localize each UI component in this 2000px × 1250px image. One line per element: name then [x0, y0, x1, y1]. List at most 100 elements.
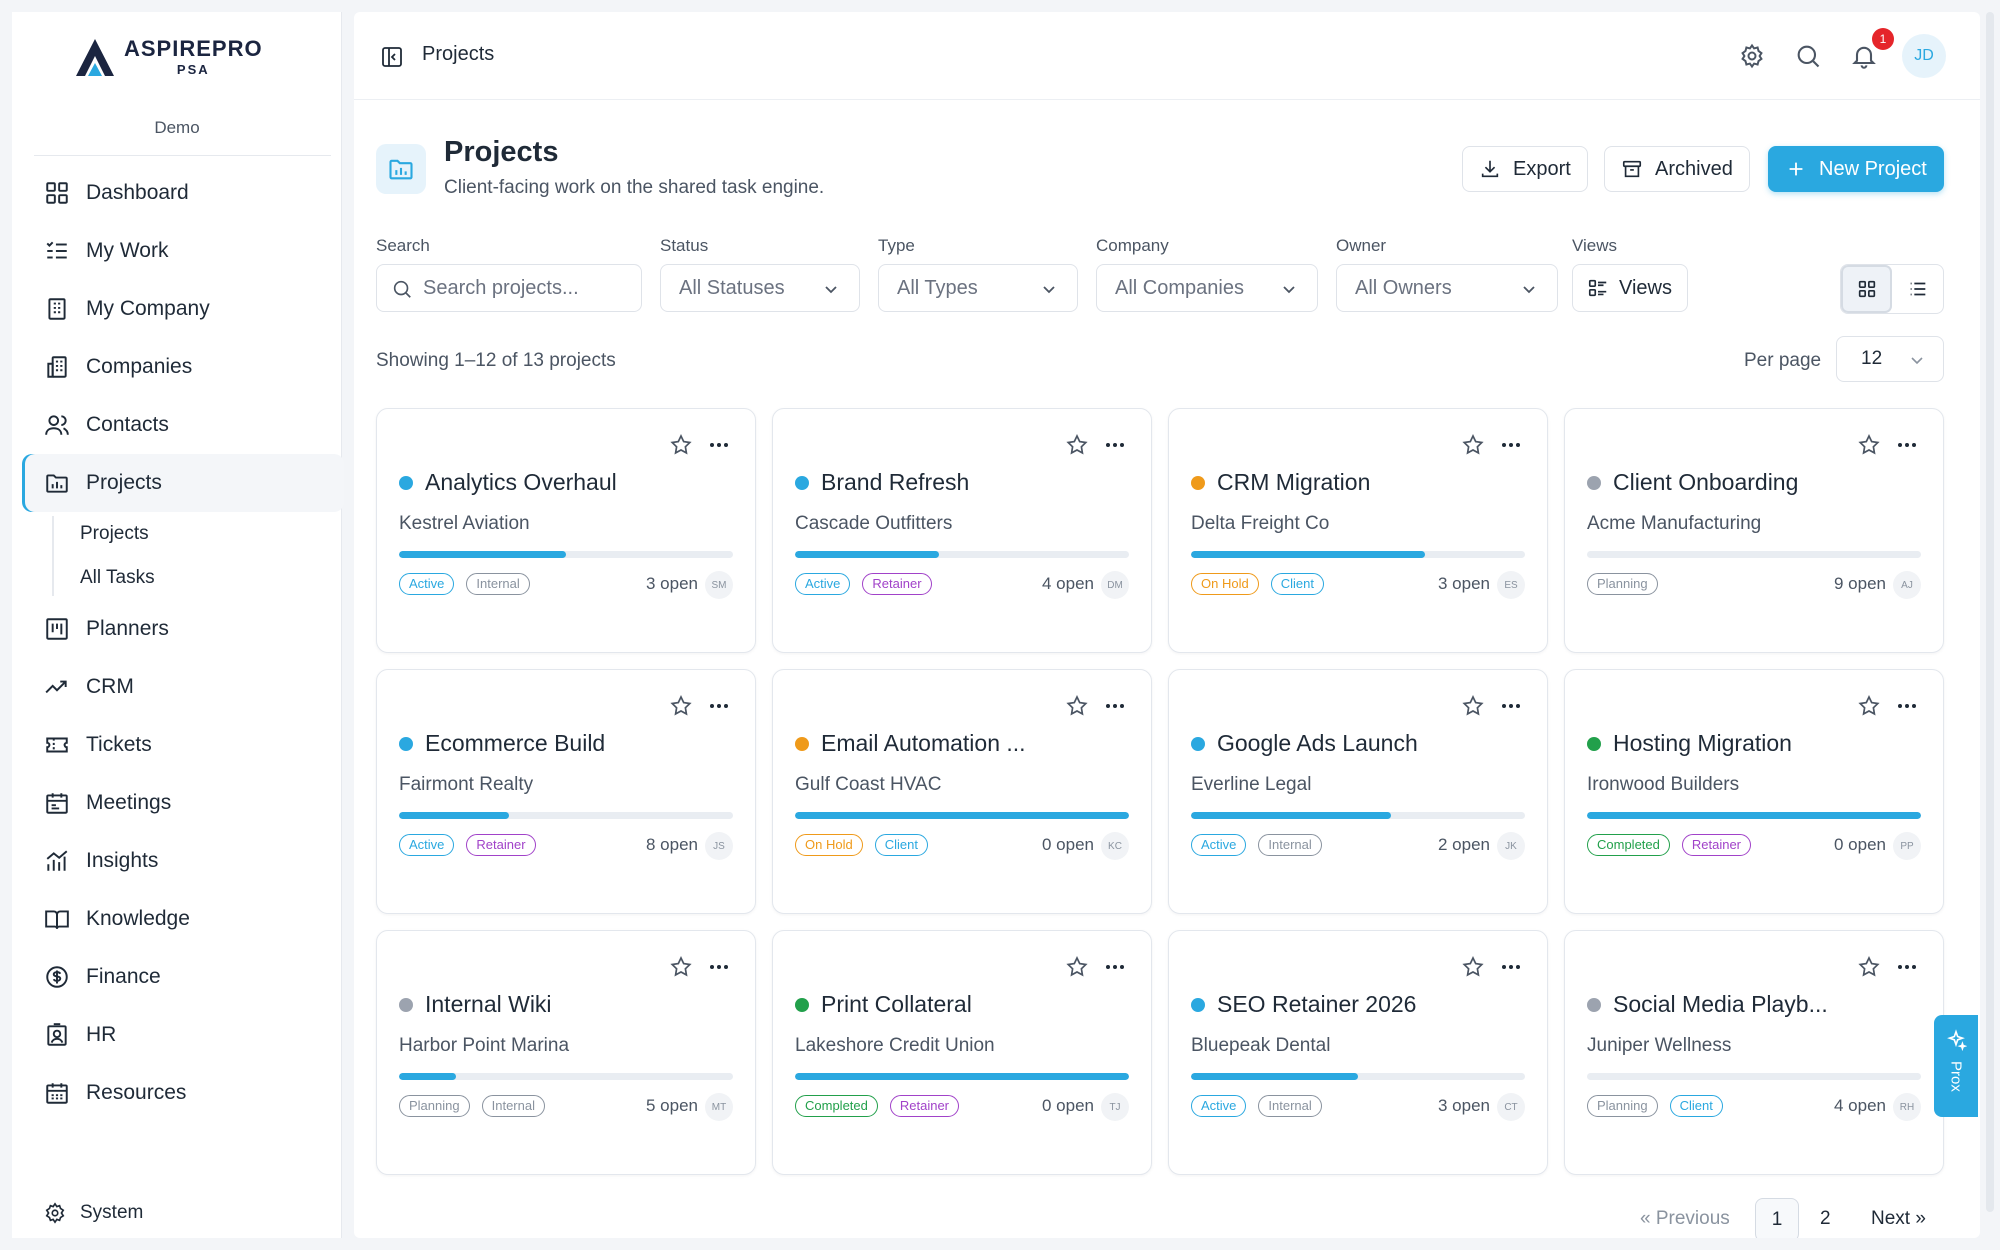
sidebar-toggle-icon[interactable]	[380, 45, 404, 69]
sidebar-item-crm[interactable]: CRM	[22, 658, 344, 716]
star-icon[interactable]	[1461, 955, 1485, 979]
status-dot	[1191, 475, 1205, 490]
project-title[interactable]: Email Automation ...	[821, 730, 1026, 756]
project-title[interactable]: Analytics Overhaul	[425, 469, 617, 495]
pagination-previous[interactable]: « Previous	[1640, 1208, 1730, 1229]
project-card[interactable]: Internal Wiki Harbor Point Marina Planni…	[376, 930, 756, 1175]
page-scrollbar[interactable]	[1986, 12, 1994, 1212]
project-title[interactable]: Internal Wiki	[425, 991, 552, 1017]
grid-view-toggle[interactable]	[1841, 265, 1892, 313]
user-avatar[interactable]: JD	[1902, 34, 1946, 78]
sidebar-item-planners[interactable]: Planners	[22, 600, 344, 658]
status-value: All Statuses	[679, 276, 785, 299]
sidebar-item-finance[interactable]: Finance	[22, 948, 344, 1006]
more-options-icon[interactable]	[1103, 694, 1127, 718]
subnav-item-projects[interactable]: Projects	[80, 523, 149, 544]
company-select[interactable]: All Companies	[1096, 264, 1318, 312]
project-title[interactable]: Brand Refresh	[821, 469, 970, 495]
star-icon[interactable]	[1857, 433, 1881, 457]
more-options-icon[interactable]	[1895, 433, 1919, 457]
project-card[interactable]: Ecommerce Build Fairmont Realty Active R…	[376, 669, 756, 914]
project-title[interactable]: CRM Migration	[1217, 469, 1371, 495]
project-card[interactable]: Social Media Playb... Juniper Wellness P…	[1564, 930, 1944, 1175]
owner-select[interactable]: All Owners	[1336, 264, 1558, 312]
more-options-icon[interactable]	[1499, 955, 1523, 979]
sidebar-item-contacts[interactable]: Contacts	[22, 396, 344, 454]
project-card[interactable]: Analytics Overhaul Kestrel Aviation Acti…	[376, 408, 756, 653]
status-dot	[399, 736, 413, 751]
project-title[interactable]: Google Ads Launch	[1217, 730, 1418, 756]
project-company: Ironwood Builders	[1587, 774, 1740, 795]
project-card[interactable]: Hosting Migration Ironwood Builders Comp…	[1564, 669, 1944, 914]
sidebar-item-insights[interactable]: Insights	[22, 832, 344, 890]
sidebar-item-knowledge[interactable]: Knowledge	[22, 890, 344, 948]
project-company: Fairmont Realty	[399, 774, 534, 795]
sidebar-item-dashboard[interactable]: Dashboard	[22, 164, 344, 222]
sidebar-item-meetings[interactable]: Meetings	[22, 774, 344, 832]
project-chips: Active Internal	[1191, 1095, 1322, 1117]
archived-button[interactable]: Archived	[1604, 146, 1750, 192]
settings-icon[interactable]	[1738, 42, 1766, 70]
star-icon[interactable]	[669, 694, 693, 718]
sidebar-item-label: Insights	[86, 849, 159, 872]
pagination-next[interactable]: Next »	[1871, 1208, 1926, 1229]
per-page-select[interactable]: 12	[1836, 336, 1944, 382]
status-badge: On Hold	[795, 834, 863, 856]
list-view-toggle[interactable]	[1892, 265, 1943, 313]
pagination-page-1[interactable]: 1	[1755, 1198, 1799, 1238]
star-icon[interactable]	[1065, 955, 1089, 979]
more-options-icon[interactable]	[1103, 433, 1127, 457]
project-card[interactable]: SEO Retainer 2026 Bluepeak Dental Active…	[1168, 930, 1548, 1175]
brand-logo[interactable]: ASPIREPRO PSA	[72, 36, 263, 78]
sidebar-item-projects[interactable]: Projects	[22, 454, 344, 512]
system-link[interactable]: System	[44, 1202, 143, 1224]
export-button[interactable]: Export	[1462, 146, 1588, 192]
project-card[interactable]: Email Automation ... Gulf Coast HVAC On …	[772, 669, 1152, 914]
project-title[interactable]: SEO Retainer 2026	[1217, 991, 1417, 1017]
type-select[interactable]: All Types	[878, 264, 1078, 312]
project-title[interactable]: Social Media Playb...	[1613, 991, 1828, 1017]
search-input[interactable]: Search projects...	[376, 264, 642, 312]
project-card[interactable]: CRM Migration Delta Freight Co On Hold C…	[1168, 408, 1548, 653]
project-title[interactable]: Hosting Migration	[1613, 730, 1792, 756]
sidebar-item-tickets[interactable]: Tickets	[22, 716, 344, 774]
prox-assistant-tab[interactable]: Prox	[1934, 1015, 1978, 1117]
star-icon[interactable]	[1461, 433, 1485, 457]
project-title[interactable]: Ecommerce Build	[425, 730, 606, 756]
star-icon[interactable]	[669, 433, 693, 457]
more-options-icon[interactable]	[1103, 955, 1127, 979]
bell-icon[interactable]	[1850, 42, 1878, 70]
pagination-page-2[interactable]: 2	[1820, 1208, 1831, 1229]
sidebar-item-my-company[interactable]: My Company	[22, 280, 344, 338]
more-options-icon[interactable]	[1499, 694, 1523, 718]
sidebar-item-resources[interactable]: Resources	[22, 1064, 344, 1122]
star-icon[interactable]	[1857, 694, 1881, 718]
star-icon[interactable]	[669, 955, 693, 979]
project-card[interactable]: Brand Refresh Cascade Outfitters Active …	[772, 408, 1152, 653]
new-project-button[interactable]: New Project	[1768, 146, 1944, 192]
star-icon[interactable]	[1857, 955, 1881, 979]
more-options-icon[interactable]	[1499, 433, 1523, 457]
star-icon[interactable]	[1461, 694, 1485, 718]
project-card[interactable]: Client Onboarding Acme Manufacturing Pla…	[1564, 408, 1944, 653]
star-icon[interactable]	[1065, 694, 1089, 718]
owner-avatar: ES	[1497, 571, 1525, 599]
more-options-icon[interactable]	[707, 955, 731, 979]
project-title[interactable]: Print Collateral	[821, 991, 972, 1017]
more-options-icon[interactable]	[1895, 955, 1919, 979]
star-icon[interactable]	[1065, 433, 1089, 457]
project-card[interactable]: Google Ads Launch Everline Legal Active …	[1168, 669, 1548, 914]
project-card[interactable]: Print Collateral Lakeshore Credit Union …	[772, 930, 1152, 1175]
sidebar-item-companies[interactable]: Companies	[22, 338, 344, 396]
more-options-icon[interactable]	[707, 694, 731, 718]
more-options-icon[interactable]	[1895, 694, 1919, 718]
search-icon[interactable]	[1794, 42, 1822, 70]
subnav-item-all-tasks[interactable]: All Tasks	[80, 567, 155, 588]
project-title[interactable]: Client Onboarding	[1613, 469, 1799, 495]
sidebar-item-my-work[interactable]: My Work	[22, 222, 344, 280]
status-select[interactable]: All Statuses	[660, 264, 860, 312]
sidebar-item-label: Planners	[86, 617, 169, 640]
views-button[interactable]: Views	[1572, 264, 1688, 312]
more-options-icon[interactable]	[707, 433, 731, 457]
sidebar-item-hr[interactable]: HR	[22, 1006, 344, 1064]
